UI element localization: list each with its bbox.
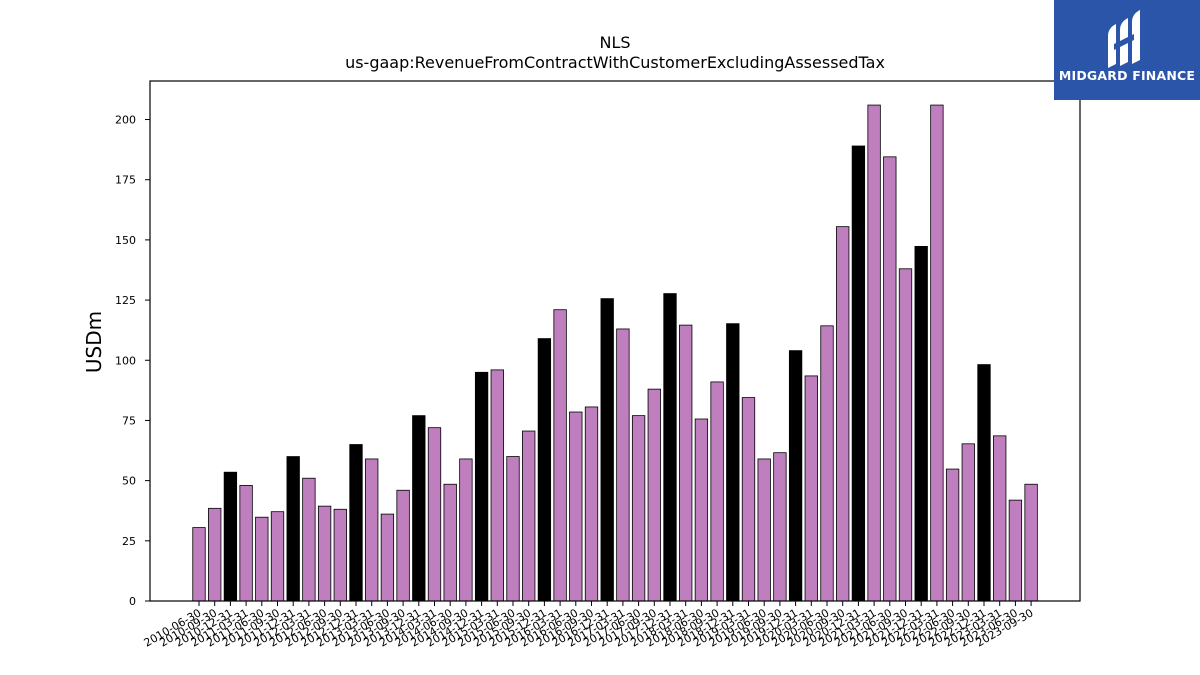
bar-2016-09-30 [584, 406, 599, 602]
bar-2012-09-30 [333, 508, 347, 602]
bar-2013-06-30 [380, 513, 395, 602]
bar-2012-06-30 [317, 505, 332, 602]
bar-2017-12-31 [663, 293, 677, 602]
bar-2014-09-30 [459, 458, 473, 602]
bar-2021-03-31 [867, 104, 881, 602]
y-tick-label: 150 [115, 234, 136, 247]
bar-series [192, 104, 1038, 602]
bar-2014-03-31 [427, 427, 442, 602]
bar-2017-09-30 [647, 388, 661, 602]
bar-2023-03-31 [993, 435, 1007, 602]
bar-2016-12-31 [600, 298, 614, 602]
bar-2012-03-31 [302, 477, 316, 602]
bar-2022-06-30 [945, 468, 960, 602]
y-axis-ticks: 0 25 50 75 100 125 150 175 200 [115, 114, 150, 608]
bar-2019-12-31 [788, 350, 803, 602]
bar-2022-09-30 [961, 443, 975, 602]
bar-2015-09-30 [522, 430, 536, 602]
y-tick-label: 175 [115, 174, 136, 187]
bar-2019-06-30 [757, 458, 771, 602]
bar-2012-12-31 [349, 444, 363, 602]
bar-2020-09-30 [836, 226, 850, 602]
plot-area-frame [149, 80, 1081, 602]
bar-2013-12-31 [412, 415, 426, 602]
y-tick-label: 25 [122, 535, 136, 548]
y-axis-label: USDm [82, 311, 106, 373]
bar-2015-06-30 [506, 456, 520, 602]
y-tick-label: 75 [122, 414, 136, 427]
bar-2021-06-30 [883, 156, 897, 602]
bar-2023-06-30 [1008, 499, 1023, 602]
bar-2019-03-31 [741, 397, 756, 602]
midgard-logo-mark-icon [1108, 10, 1140, 68]
y-tick-label: 200 [115, 114, 136, 127]
bar-2015-12-31 [537, 338, 552, 602]
logo-wordmark: MIDGARD FINANCE [1058, 68, 1196, 83]
bar-2016-06-30 [569, 411, 583, 602]
bar-2019-09-30 [773, 452, 787, 602]
y-tick-label: 50 [122, 475, 136, 488]
y-tick-label: 100 [115, 354, 136, 367]
bar-2014-06-30 [443, 483, 457, 602]
bar-2011-12-31 [286, 456, 300, 602]
bar-2011-09-30 [270, 511, 285, 602]
bar-2022-03-31 [930, 104, 944, 602]
bar-2020-12-31 [851, 145, 866, 602]
y-tick-label: 125 [115, 294, 136, 307]
bar-2015-03-31 [490, 369, 504, 602]
bar-2020-06-30 [820, 325, 834, 602]
x-axis-ticks: 2010-06-302010-09-302010-12-312011-03-31… [142, 601, 1036, 650]
bar-2017-03-31 [616, 328, 630, 602]
bar-2014-12-31 [474, 371, 489, 602]
bar-2023-09-30 [1024, 483, 1038, 602]
bar-2021-12-31 [914, 245, 928, 602]
bar-2013-09-30 [396, 489, 410, 602]
y-tick-label: 0 [129, 595, 136, 608]
bar-2017-06-30 [631, 415, 646, 602]
bar-2022-12-31 [977, 364, 991, 602]
bar-2018-06-30 [694, 418, 709, 602]
bar-2018-12-31 [726, 323, 740, 602]
chart-subtitle: us-gaap:RevenueFromContractWithCustomerE… [345, 53, 885, 72]
bar-2021-09-30 [898, 268, 913, 602]
midgard-finance-logo: MIDGARD FINANCE [1054, 0, 1200, 100]
bar-2010-12-31 [223, 471, 238, 602]
bar-2018-03-31 [679, 324, 693, 602]
bar-2010-09-30 [208, 507, 222, 602]
bar-2018-09-30 [710, 381, 724, 602]
bar-2011-06-30 [255, 516, 269, 602]
bar-2020-03-31 [804, 375, 818, 602]
bar-2011-03-31 [239, 485, 253, 602]
bar-2013-03-31 [365, 458, 379, 602]
chart-title: NLS [599, 33, 630, 52]
bar-2010-06-30 [192, 527, 206, 602]
bar-2016-03-31 [553, 309, 567, 602]
